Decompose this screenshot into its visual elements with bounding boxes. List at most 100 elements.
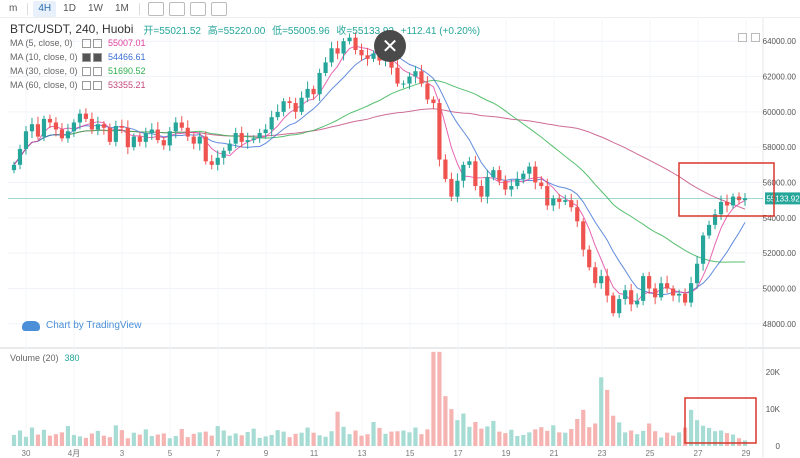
close-icon[interactable] bbox=[93, 52, 102, 62]
volume-bar bbox=[197, 432, 202, 446]
volume-bar bbox=[449, 409, 454, 446]
symbol-title: BTC/USDT, 240, Huobi bbox=[10, 22, 134, 36]
timeframe-button-1d[interactable]: 1D bbox=[63, 3, 76, 14]
close-icon[interactable] bbox=[93, 66, 102, 76]
volume-bar bbox=[89, 433, 94, 446]
candle-body bbox=[718, 201, 724, 215]
volume-bar bbox=[635, 434, 640, 446]
candle-body bbox=[700, 235, 706, 264]
ma-legend-row[interactable]: MA (30, close, 0) 51690.52 bbox=[10, 64, 484, 78]
candle-body bbox=[671, 288, 676, 296]
ma-value: 51690.52 bbox=[108, 66, 146, 76]
volume-bar bbox=[527, 432, 532, 446]
ma-legend-row[interactable]: MA (5, close, 0) 55007.01 bbox=[10, 36, 484, 50]
volume-bar bbox=[131, 432, 136, 446]
close-icon[interactable] bbox=[93, 80, 102, 90]
x-tick-label: 17 bbox=[454, 449, 463, 458]
x-tick-label: 15 bbox=[406, 449, 415, 458]
candle-body bbox=[712, 214, 718, 225]
candle-body bbox=[401, 83, 406, 85]
eye-icon[interactable] bbox=[82, 38, 91, 48]
close-overlay-button[interactable]: ✕ bbox=[374, 30, 406, 62]
eye-icon[interactable] bbox=[82, 80, 91, 90]
candle-body bbox=[575, 207, 580, 222]
volume-bar bbox=[275, 430, 280, 446]
y-tick-label: 60000.00 bbox=[763, 108, 797, 117]
volume-bar bbox=[605, 389, 610, 446]
candle-body bbox=[257, 133, 262, 139]
volume-bar bbox=[143, 429, 148, 446]
volume-bar bbox=[173, 436, 178, 446]
candle-body bbox=[467, 161, 472, 165]
maximize-icon[interactable] bbox=[738, 33, 747, 42]
volume-bar bbox=[17, 430, 23, 446]
volume-bar bbox=[503, 433, 508, 446]
ma-legend-row[interactable]: MA (10, close, 0) 54466.61 bbox=[10, 50, 484, 64]
candle-body bbox=[473, 161, 478, 187]
volume-bar bbox=[545, 430, 550, 446]
candle-body bbox=[353, 37, 358, 51]
close-icon[interactable] bbox=[93, 38, 102, 48]
volume-bar bbox=[521, 434, 526, 446]
candle-body bbox=[137, 136, 142, 142]
timeframe-button-1w[interactable]: 1W bbox=[87, 3, 103, 14]
candle-body bbox=[635, 300, 640, 305]
ma-line-30 bbox=[13, 79, 746, 263]
indicators-icon[interactable] bbox=[168, 1, 185, 16]
candle-body bbox=[35, 124, 41, 137]
x-tick-label: 30 bbox=[22, 449, 31, 458]
candle-body bbox=[647, 276, 652, 289]
volume-bar bbox=[401, 430, 406, 446]
volume-bar bbox=[617, 422, 622, 446]
candle-body bbox=[263, 129, 268, 134]
ma-value: 53355.21 bbox=[108, 80, 146, 90]
volume-bar bbox=[191, 433, 196, 446]
candle-style-icon[interactable] bbox=[147, 1, 164, 16]
volume-bar bbox=[647, 423, 652, 446]
candle-body bbox=[47, 118, 53, 123]
candle-body bbox=[581, 221, 586, 250]
close-icon: ✕ bbox=[381, 35, 399, 58]
settings-icon[interactable] bbox=[189, 1, 206, 16]
volume-bar bbox=[539, 427, 544, 446]
timeframe-button-1m[interactable]: 1M bbox=[114, 3, 129, 14]
volume-bar bbox=[329, 431, 334, 446]
volume-bar bbox=[581, 409, 586, 446]
fullscreen-icon[interactable] bbox=[210, 1, 227, 16]
x-tick-label: 5 bbox=[168, 449, 173, 458]
volume-bar bbox=[311, 432, 316, 446]
timeframe-button-minutes[interactable]: m bbox=[9, 3, 18, 14]
volume-bar bbox=[269, 434, 274, 446]
ma-legend-row[interactable]: MA (60, close, 0) 53355.21 bbox=[10, 78, 484, 92]
volume-bar bbox=[161, 433, 166, 446]
collapse-icon[interactable] bbox=[751, 33, 760, 42]
x-tick-label: 3 bbox=[120, 449, 125, 458]
volume-bar bbox=[730, 434, 736, 446]
volume-bar bbox=[155, 434, 160, 446]
tradingview-watermark[interactable]: Chart by TradingView bbox=[22, 320, 141, 331]
candle-body bbox=[251, 138, 256, 141]
volume-bar bbox=[287, 437, 292, 446]
candle-body bbox=[23, 131, 29, 149]
candle-body bbox=[605, 276, 610, 296]
x-tick-label: 4月 bbox=[68, 449, 80, 458]
eye-icon[interactable] bbox=[82, 52, 91, 62]
volume-bar bbox=[83, 437, 88, 446]
candle-body bbox=[677, 293, 682, 296]
timeframe-toolbar: m 4H 1D 1W 1M bbox=[0, 0, 800, 18]
volume-bar bbox=[509, 429, 514, 446]
volume-bar bbox=[65, 426, 71, 446]
x-tick-label: 19 bbox=[502, 449, 511, 458]
volume-bar bbox=[718, 430, 724, 446]
volume-bar bbox=[587, 427, 592, 446]
volume-bar bbox=[706, 427, 712, 446]
eye-icon[interactable] bbox=[82, 66, 91, 76]
volume-bar bbox=[407, 432, 412, 446]
x-tick-label: 27 bbox=[694, 449, 703, 458]
candle-body bbox=[485, 177, 490, 197]
candle-body bbox=[533, 166, 538, 183]
timeframe-button-4h[interactable]: 4H bbox=[33, 0, 57, 17]
volume-bar bbox=[137, 434, 142, 446]
volume-bar bbox=[533, 429, 538, 446]
